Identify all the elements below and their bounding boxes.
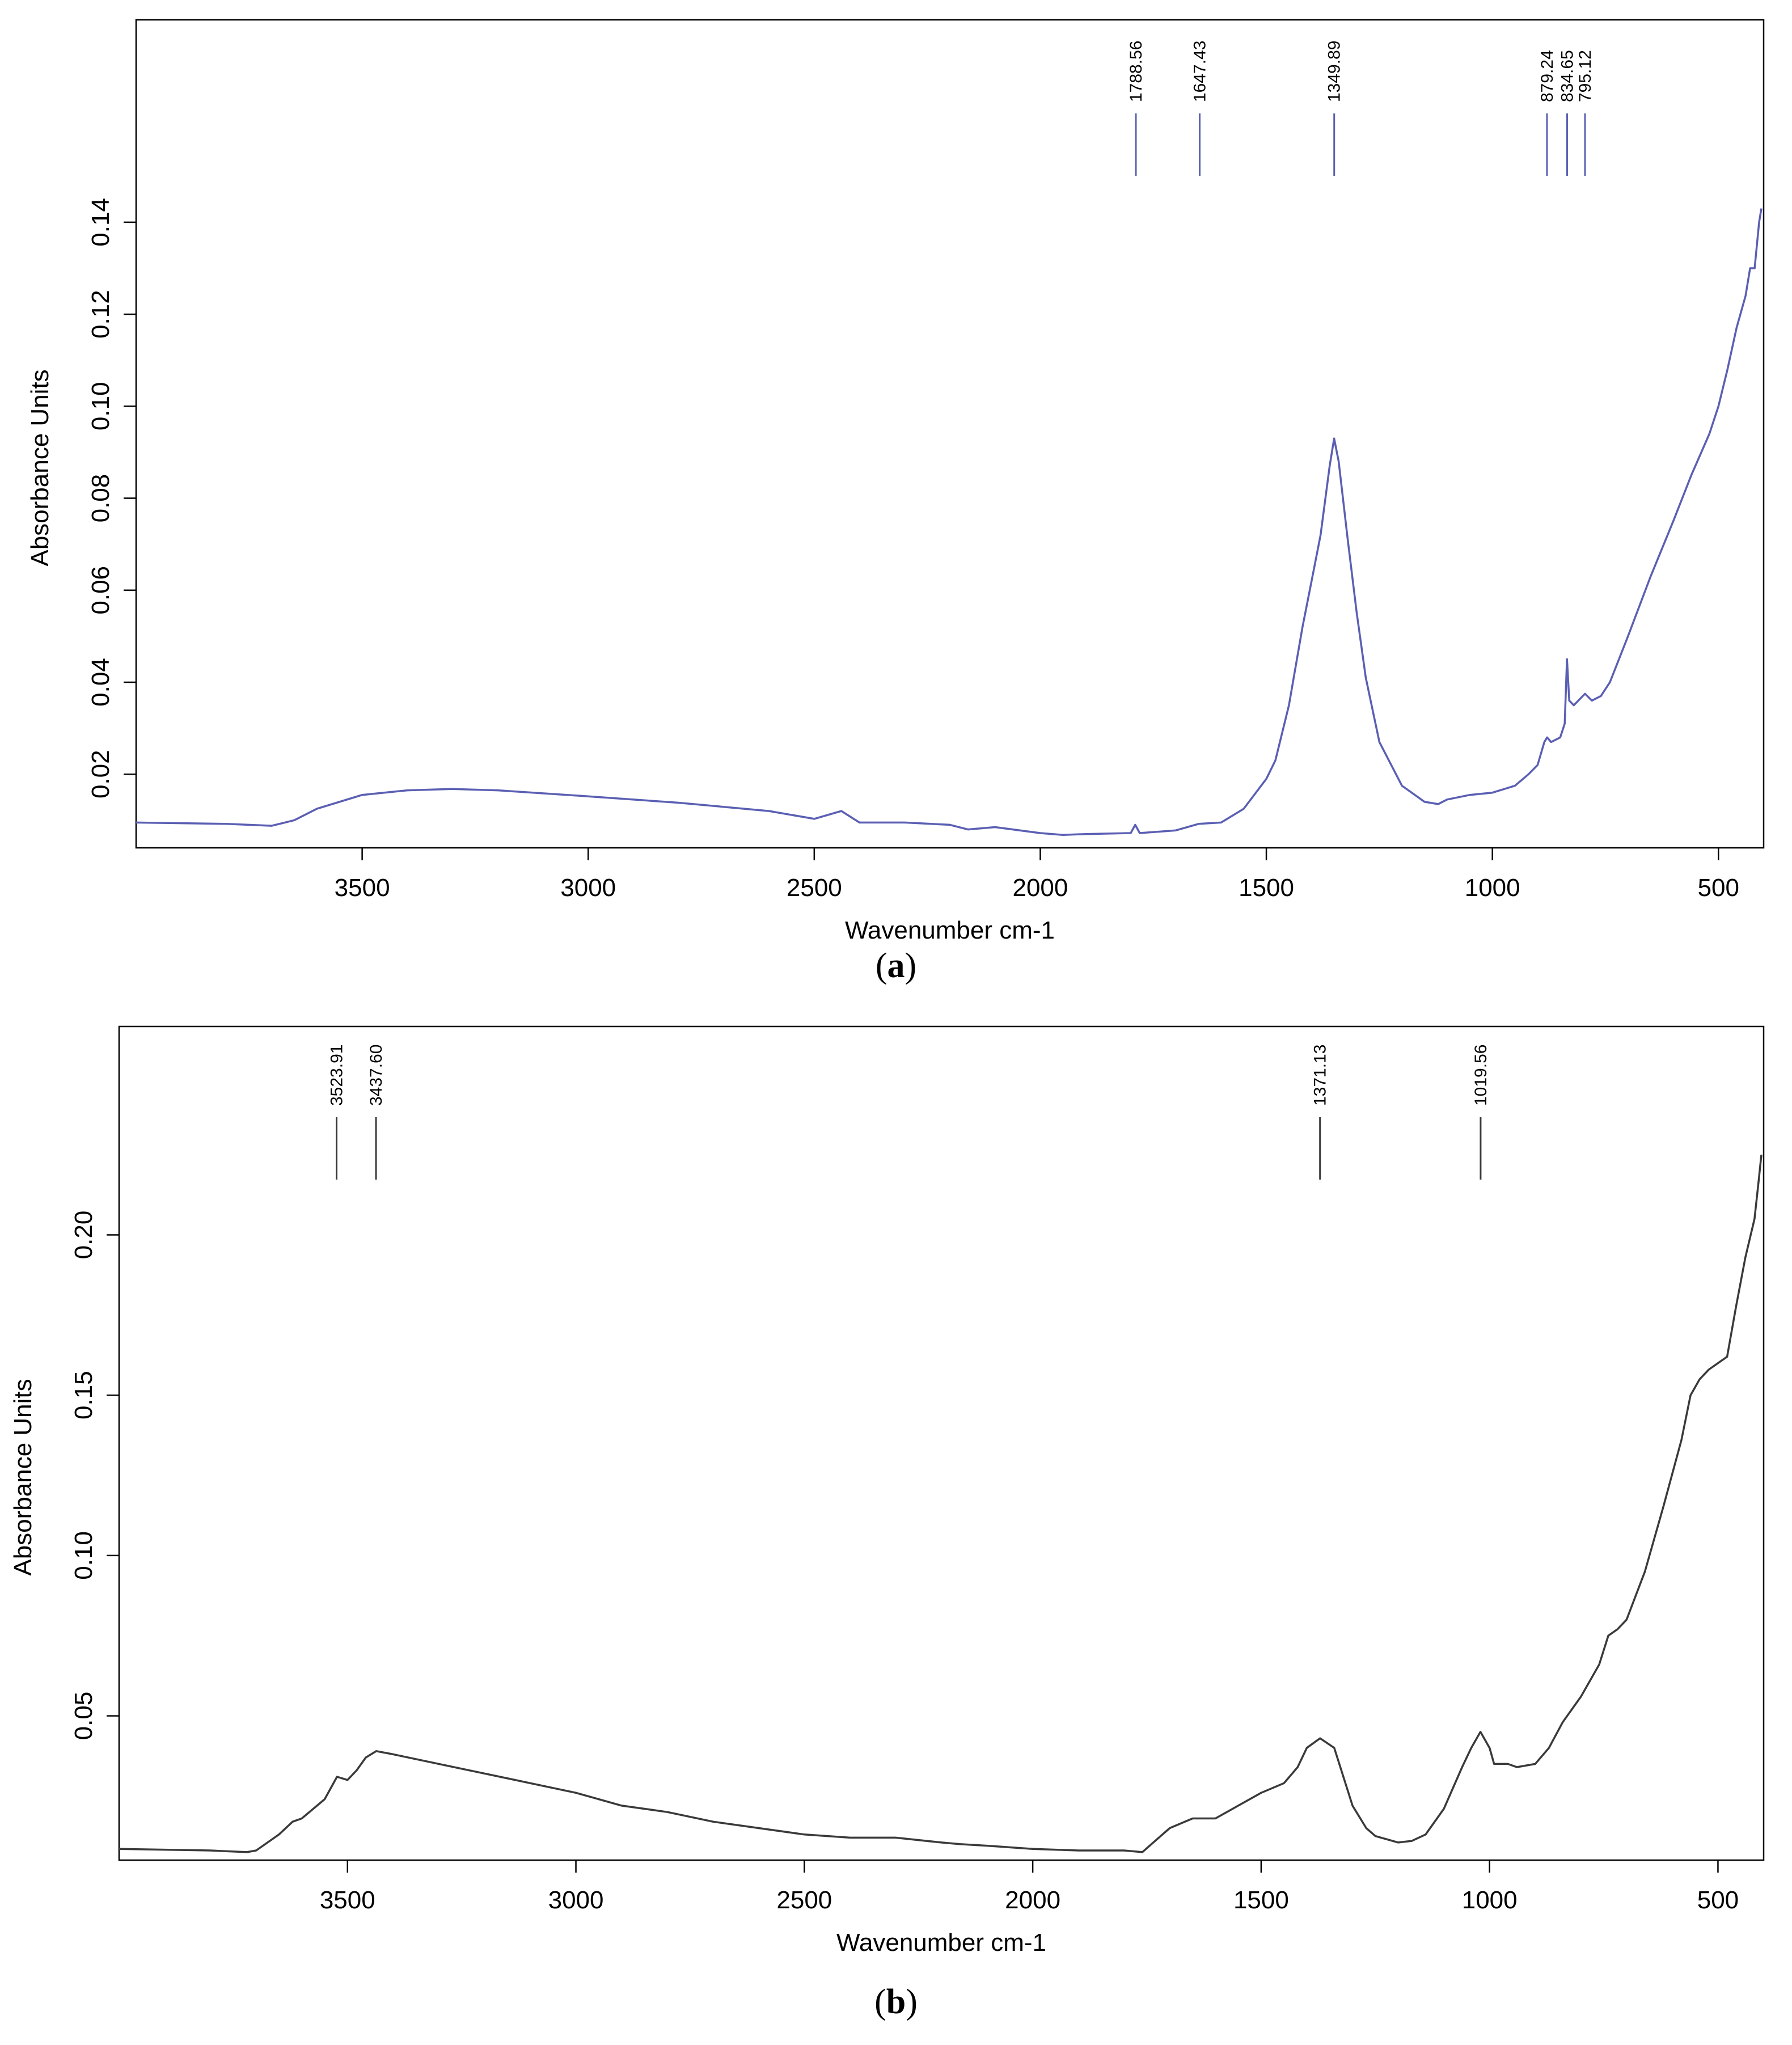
- caption-a: (a): [875, 947, 917, 985]
- y-tick-label-b-1: 0.10: [70, 1531, 98, 1580]
- peak-label-b-2: 1371.13: [1311, 1045, 1330, 1106]
- x-tick-label-a-2500: 2500: [787, 874, 842, 902]
- y-tick-label-a-1: 0.04: [87, 658, 115, 707]
- y-tick-label-a-6: 0.14: [87, 198, 115, 247]
- peak-label-a-4: 834.65: [1558, 50, 1577, 102]
- x-tick-label-a-3500: 3500: [335, 874, 390, 902]
- peak-label-a-1: 1647.43: [1191, 41, 1210, 102]
- x-axis-title-b: Wavenumber cm-1: [836, 1929, 1046, 1957]
- x-tick-label-b-3500: 3500: [320, 1886, 375, 1914]
- peak-label-a-0: 1788.56: [1127, 41, 1146, 102]
- chart-b-svg: 3500 3000 2500 2000 1500 1000 500 0.05 0.10 0.15 0…: [9, 1025, 1765, 1957]
- chart-panel-b: 3500 3000 2500 2000 1500 1000 500 0.05 0.10 0.15 0…: [0, 1015, 1792, 2045]
- x-tick-label-a-1500: 1500: [1239, 874, 1294, 902]
- y-tick-label-b-0: 0.05: [70, 1692, 98, 1740]
- peak-label-b-1: 3437.60: [367, 1045, 386, 1106]
- x-tick-label-a-3000: 3000: [560, 874, 616, 902]
- x-tick-label-a-500: 500: [1698, 874, 1739, 902]
- y-tick-label-a-2: 0.06: [87, 566, 115, 615]
- x-tick-label-b-1500: 1500: [1233, 1886, 1289, 1914]
- chart-panel-a: 3500 3000 2500 2000 1500 1000 500 0.02 0.04 0.06 0…: [0, 0, 1792, 1015]
- y-axis-title-b: Absorbance Units: [9, 1379, 37, 1575]
- x-tick-label-a-1000: 1000: [1465, 874, 1520, 902]
- series-line-a-spectrum: [136, 208, 1763, 836]
- caption-b: (b): [874, 1983, 918, 2021]
- peak-label-b-0: 3523.91: [328, 1045, 346, 1106]
- caption-b-letter: b: [886, 1983, 906, 2021]
- x-tick-label-b-3000: 3000: [548, 1886, 604, 1914]
- plot-frame-a: [135, 19, 1765, 849]
- peak-label-a-2: 1349.89: [1325, 41, 1344, 102]
- y-tick-label-a-5: 0.12: [87, 290, 115, 339]
- chart-a-svg: 3500 3000 2500 2000 1500 1000 500 0.02 0.04 0.06 0…: [26, 19, 1765, 944]
- x-tick-label-b-1000: 1000: [1462, 1886, 1518, 1914]
- caption-a-letter: a: [887, 947, 905, 985]
- y-tick-label-a-0: 0.02: [87, 750, 115, 798]
- y-tick-label-b-3: 0.20: [70, 1211, 98, 1260]
- y-axis-title-a: Absorbance Units: [26, 369, 54, 566]
- y-tick-label-a-3: 0.08: [87, 474, 115, 523]
- x-tick-label-b-2000: 2000: [1005, 1886, 1060, 1914]
- y-tick-label-a-4: 0.10: [87, 382, 115, 431]
- peak-label-a-3: 879.24: [1538, 50, 1557, 102]
- peak-label-b-3: 1019.56: [1472, 1045, 1490, 1106]
- x-tick-label-b-500: 500: [1697, 1886, 1739, 1914]
- x-axis-title-a: Wavenumber cm-1: [845, 916, 1055, 944]
- plot-frame-b: [118, 1025, 1765, 1861]
- series-line-b-spectrum: [119, 1155, 1763, 1853]
- y-tick-label-b-2: 0.15: [70, 1371, 98, 1419]
- x-tick-label-a-2000: 2000: [1012, 874, 1068, 902]
- x-tick-label-b-2500: 2500: [776, 1886, 832, 1914]
- peak-label-a-5: 795.12: [1576, 50, 1595, 102]
